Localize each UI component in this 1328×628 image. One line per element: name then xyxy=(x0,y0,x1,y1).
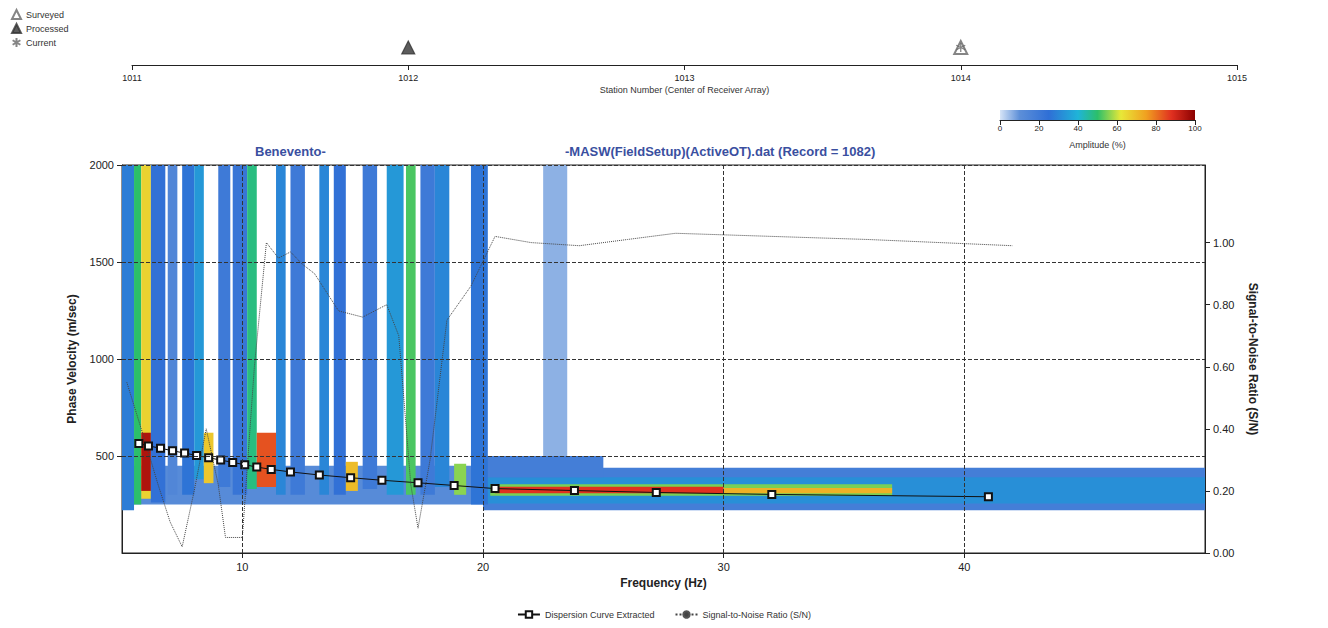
svg-text:0.20: 0.20 xyxy=(1213,485,1234,497)
svg-text:0.80: 0.80 xyxy=(1213,299,1234,311)
svg-text:Benevento-: Benevento- xyxy=(255,144,326,159)
svg-text:Amplitude (%): Amplitude (%) xyxy=(1069,140,1126,150)
svg-text:1.00: 1.00 xyxy=(1213,237,1234,249)
svg-text:1015: 1015 xyxy=(1227,73,1247,83)
svg-text:40: 40 xyxy=(958,561,970,573)
svg-text:0: 0 xyxy=(998,124,1003,133)
svg-text:1500: 1500 xyxy=(90,256,114,268)
svg-text:40: 40 xyxy=(1074,124,1083,133)
svg-text:Current: Current xyxy=(26,38,57,48)
svg-text:2000: 2000 xyxy=(90,159,114,171)
svg-text:Phase Velocity (m/sec): Phase Velocity (m/sec) xyxy=(65,294,79,423)
svg-text:1014: 1014 xyxy=(951,73,971,83)
svg-text:0.60: 0.60 xyxy=(1213,361,1234,373)
svg-text:30: 30 xyxy=(718,561,730,573)
svg-text:Signal-to-Noise Ratio (S/N): Signal-to-Noise Ratio (S/N) xyxy=(703,610,812,620)
svg-text:60: 60 xyxy=(1113,124,1122,133)
svg-text:Dispersion Curve Extracted: Dispersion Curve Extracted xyxy=(545,610,655,620)
svg-text:0.40: 0.40 xyxy=(1213,423,1234,435)
svg-text:80: 80 xyxy=(1152,124,1161,133)
svg-text:20: 20 xyxy=(477,561,489,573)
svg-text:1012: 1012 xyxy=(398,73,418,83)
svg-text:Signal-to-Noise Ratio (S/N): Signal-to-Noise Ratio (S/N) xyxy=(1246,283,1260,436)
svg-text:1011: 1011 xyxy=(122,73,141,83)
svg-text:1013: 1013 xyxy=(674,73,694,83)
svg-text:Surveyed: Surveyed xyxy=(26,10,64,20)
svg-text:10: 10 xyxy=(236,561,248,573)
svg-text:100: 100 xyxy=(1188,124,1202,133)
svg-text:500: 500 xyxy=(96,450,114,462)
svg-text:Station Number (Center of Rece: Station Number (Center of Receiver Array… xyxy=(600,85,770,95)
svg-text:20: 20 xyxy=(1035,124,1044,133)
svg-text:Processed: Processed xyxy=(26,24,69,34)
svg-text:0.00: 0.00 xyxy=(1213,547,1234,559)
svg-text:-MASW(FieldSetup)(ActiveOT).da: -MASW(FieldSetup)(ActiveOT).dat (Record … xyxy=(565,144,875,159)
svg-text:Frequency (Hz): Frequency (Hz) xyxy=(620,576,707,590)
svg-text:1000: 1000 xyxy=(90,353,114,365)
